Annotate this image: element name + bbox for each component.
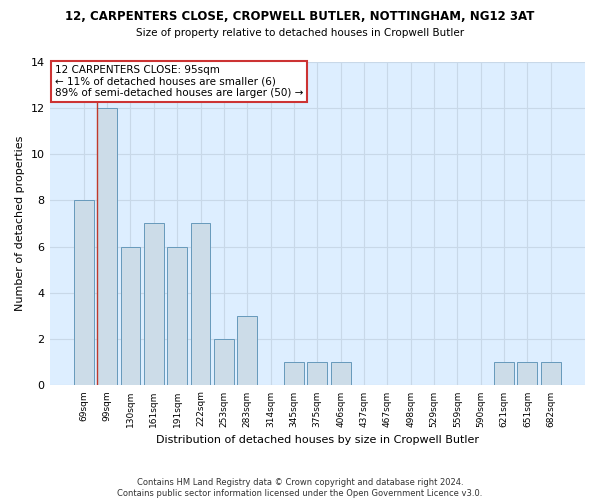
Text: Contains HM Land Registry data © Crown copyright and database right 2024.
Contai: Contains HM Land Registry data © Crown c… xyxy=(118,478,482,498)
Bar xyxy=(541,362,560,386)
Bar xyxy=(167,246,187,386)
Bar xyxy=(331,362,350,386)
Bar xyxy=(307,362,327,386)
X-axis label: Distribution of detached houses by size in Cropwell Butler: Distribution of detached houses by size … xyxy=(156,435,479,445)
Bar xyxy=(494,362,514,386)
Text: Size of property relative to detached houses in Cropwell Butler: Size of property relative to detached ho… xyxy=(136,28,464,38)
Bar xyxy=(74,200,94,386)
Bar xyxy=(284,362,304,386)
Bar xyxy=(238,316,257,386)
Bar xyxy=(97,108,117,386)
Bar xyxy=(121,246,140,386)
Y-axis label: Number of detached properties: Number of detached properties xyxy=(15,136,25,311)
Text: 12, CARPENTERS CLOSE, CROPWELL BUTLER, NOTTINGHAM, NG12 3AT: 12, CARPENTERS CLOSE, CROPWELL BUTLER, N… xyxy=(65,10,535,23)
Bar xyxy=(144,224,164,386)
Bar xyxy=(191,224,211,386)
Bar xyxy=(517,362,538,386)
Bar xyxy=(214,339,234,386)
Text: 12 CARPENTERS CLOSE: 95sqm
← 11% of detached houses are smaller (6)
89% of semi-: 12 CARPENTERS CLOSE: 95sqm ← 11% of deta… xyxy=(55,64,303,98)
